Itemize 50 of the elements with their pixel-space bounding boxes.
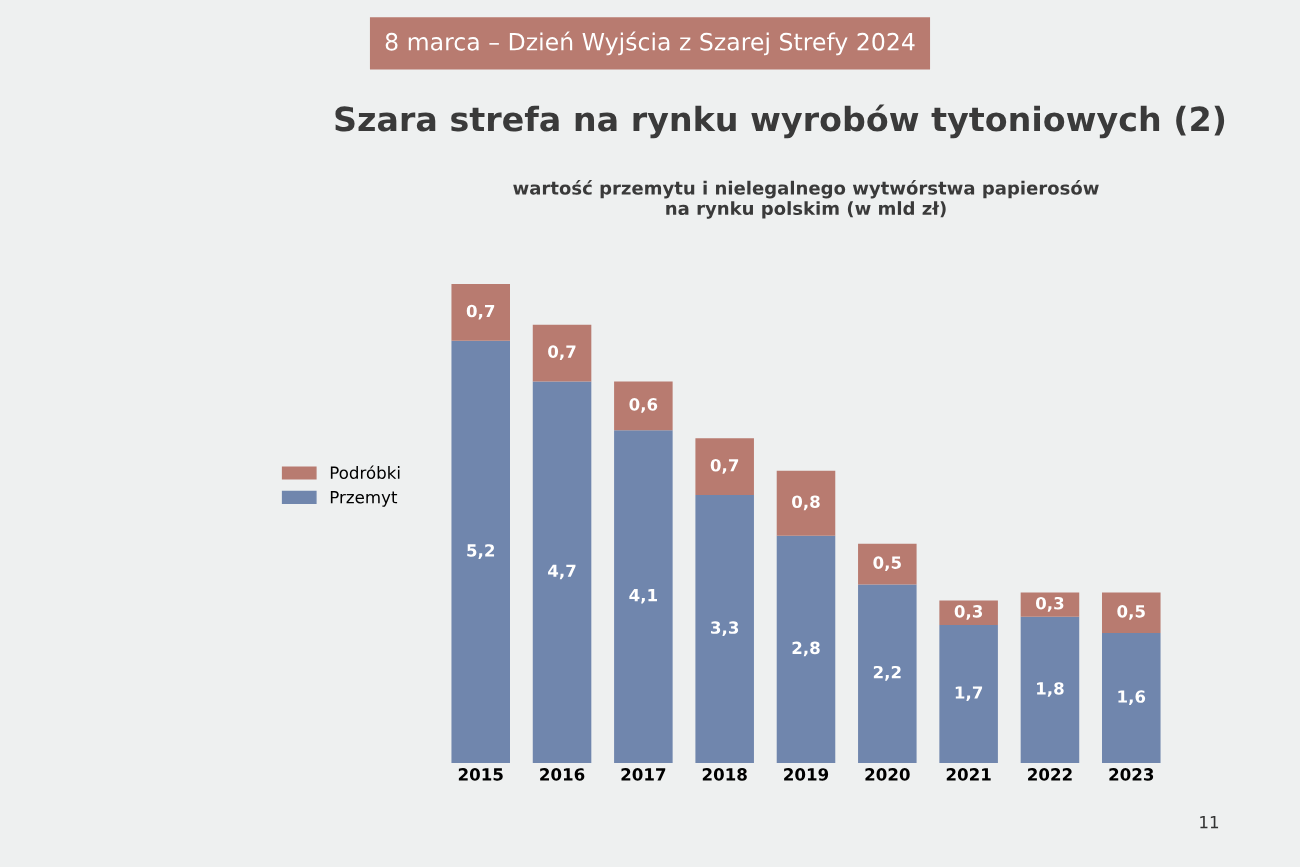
bar xyxy=(451,284,510,341)
x-tick-label: 2019 xyxy=(784,768,829,781)
bar xyxy=(1102,633,1161,763)
data-label: 1,7 xyxy=(955,686,983,701)
data-label: 4,7 xyxy=(548,564,576,580)
bar xyxy=(695,438,754,496)
text: 8 marca – Dzień Wyjścia z Szarej Strefy 2024 xyxy=(385,31,915,56)
data-label: 0,3 xyxy=(954,605,983,620)
bar xyxy=(1102,592,1161,634)
data-label: 3,3 xyxy=(711,621,739,636)
bar xyxy=(1020,616,1080,763)
bar xyxy=(451,340,510,763)
chart-subtitle: wartość przemytu i nielegalnego wytwórstwa papierosów na rynku polskim (w mld zł) xyxy=(513,180,1099,219)
x-tick-label: 2020 xyxy=(865,768,910,781)
data-label: 0,5 xyxy=(873,556,901,572)
data-label: 0,8 xyxy=(792,495,820,511)
data-label: 4,1 xyxy=(629,589,657,604)
bar xyxy=(858,584,917,763)
bar xyxy=(939,624,998,763)
data-label: 2,2 xyxy=(873,665,901,681)
data-label: 5,2 xyxy=(467,544,495,559)
x-tick-label: 2016 xyxy=(540,768,585,781)
bar xyxy=(614,430,673,763)
bar xyxy=(614,381,673,431)
data-label: 0,6 xyxy=(629,398,658,413)
legend-label: Podróbki xyxy=(330,465,400,479)
x-tick-label: 2021 xyxy=(946,768,991,781)
data-label: 0,7 xyxy=(466,304,495,320)
chart-title: Szara strefa na rynku wyrobów tytoniowych (2) xyxy=(335,104,1225,139)
bar xyxy=(532,381,592,763)
data-label: 1,8 xyxy=(1037,682,1064,697)
x-tick-label: 2017 xyxy=(621,768,666,781)
data-label: 0,3 xyxy=(1035,596,1064,612)
bar xyxy=(776,535,836,763)
x-tick-label: 2023 xyxy=(1109,768,1154,781)
bar xyxy=(695,495,754,763)
x-tick-label: 2022 xyxy=(1028,768,1072,781)
text: 11 xyxy=(1200,816,1219,829)
bar xyxy=(858,543,917,585)
data-label: 0,5 xyxy=(1117,605,1145,620)
x-tick-label: 2018 xyxy=(702,768,747,781)
data-label: 2,8 xyxy=(792,641,820,657)
legend-label: Przemyt xyxy=(330,491,398,507)
x-tick-label: 2015 xyxy=(458,768,503,781)
data-label: 0,7 xyxy=(710,458,739,474)
data-label: 0,7 xyxy=(548,345,576,361)
bar xyxy=(1020,592,1080,617)
data-label: 1,6 xyxy=(1118,690,1146,705)
bar xyxy=(776,470,836,536)
bar xyxy=(532,324,592,382)
